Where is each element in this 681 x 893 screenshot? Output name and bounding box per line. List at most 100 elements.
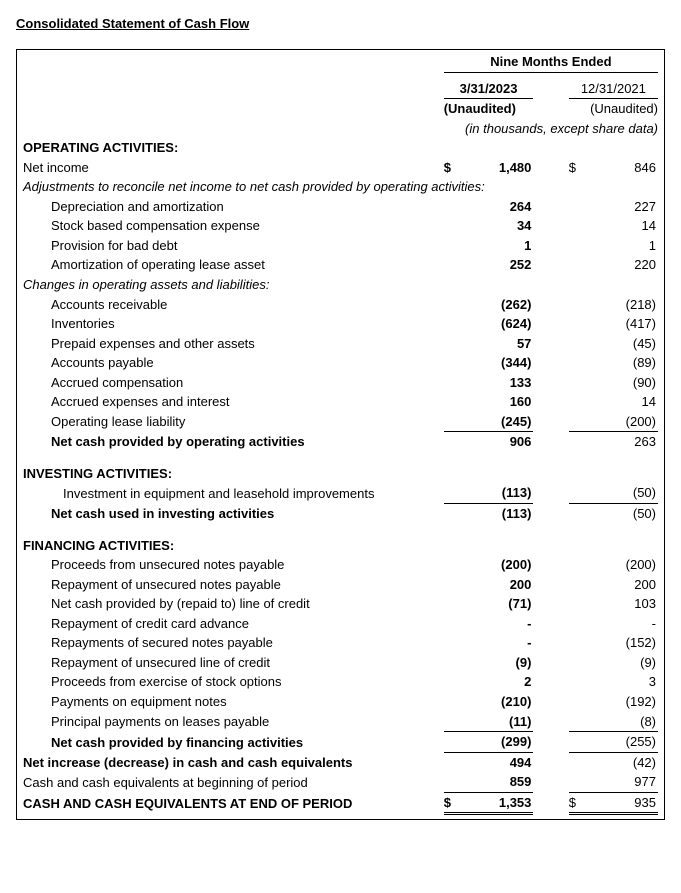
investing-label: INVESTING ACTIVITIES:: [23, 464, 444, 484]
table-row: Prepaid expenses and other assets 57 (45…: [23, 334, 658, 354]
row-c1: 133: [463, 373, 533, 393]
net-financing-c2: (255): [588, 732, 658, 753]
table-row: Proceeds from unsecured notes payable (2…: [23, 555, 658, 575]
row-label: Accounts payable: [23, 353, 444, 373]
net-change-c1: 494: [463, 752, 533, 772]
cash-flow-table: Nine Months Ended 3/31/2023 12/31/2021 (…: [23, 52, 658, 815]
row-c2: (200): [588, 555, 658, 575]
header-units-row: (in thousands, except share data): [23, 119, 658, 139]
net-operating-c2: 263: [588, 432, 658, 452]
header-span-row: Nine Months Ended: [23, 52, 658, 72]
table-row: Stock based compensation expense 34 14: [23, 216, 658, 236]
row-c1: 252: [463, 255, 533, 275]
row-c1: 200: [463, 575, 533, 595]
units-note: (in thousands, except share data): [444, 119, 658, 139]
row-label: Payments on equipment notes: [23, 692, 444, 712]
table-row: Operating lease liability (245) (200): [23, 412, 658, 432]
table-row: Repayment of unsecured notes payable 200…: [23, 575, 658, 595]
period-span-header: Nine Months Ended: [444, 52, 658, 72]
row-c1: (245): [463, 412, 533, 432]
row-c2: (45): [588, 334, 658, 354]
row-c1: -: [463, 633, 533, 653]
row-c1: (624): [463, 314, 533, 334]
net-operating-c1: 906: [463, 432, 533, 452]
operating-label: OPERATING ACTIVITIES:: [23, 138, 444, 158]
row-c2: -: [588, 614, 658, 634]
row-c1: (344): [463, 353, 533, 373]
row-label: Net cash provided by (repaid to) line of…: [23, 594, 444, 614]
net-income-row: Net income $ 1,480 $ 846: [23, 158, 658, 178]
currency-symbol: $: [569, 158, 588, 178]
row-label: Provision for bad debt: [23, 236, 444, 256]
row-c2: 103: [588, 594, 658, 614]
end-cash-label: CASH AND CASH EQUIVALENTS AT END OF PERI…: [23, 792, 444, 814]
row-c1: 160: [463, 392, 533, 412]
net-operating-row: Net cash provided by operating activitie…: [23, 432, 658, 452]
row-c2: 14: [588, 392, 658, 412]
begin-cash-row: Cash and cash equivalents at beginning o…: [23, 772, 658, 792]
row-label: Operating lease liability: [23, 412, 444, 432]
financing-header-row: FINANCING ACTIVITIES:: [23, 536, 658, 556]
row-label: Repayment of unsecured notes payable: [23, 575, 444, 595]
row-label: Accrued expenses and interest: [23, 392, 444, 412]
net-income-label: Net income: [23, 158, 444, 178]
end-cash-c2: 935: [588, 792, 658, 814]
row-c1: 1: [463, 236, 533, 256]
table-row: Accounts receivable (262) (218): [23, 295, 658, 315]
row-c2: 227: [588, 197, 658, 217]
row-c2: 220: [588, 255, 658, 275]
net-investing-c1: (113): [463, 504, 533, 524]
row-c1: (200): [463, 555, 533, 575]
row-c1: 264: [463, 197, 533, 217]
net-income-c2: 846: [588, 158, 658, 178]
row-c2: (50): [588, 483, 658, 503]
row-c1: (262): [463, 295, 533, 315]
end-cash-c1: 1,353: [463, 792, 533, 814]
row-c1: 57: [463, 334, 533, 354]
table-row: Accrued expenses and interest 160 14: [23, 392, 658, 412]
table-row: Amortization of operating lease asset 25…: [23, 255, 658, 275]
net-investing-c2: (50): [588, 504, 658, 524]
row-label: Repayment of credit card advance: [23, 614, 444, 634]
table-row: Repayment of credit card advance - -: [23, 614, 658, 634]
row-label: Proceeds from unsecured notes payable: [23, 555, 444, 575]
table-row: Payments on equipment notes (210) (192): [23, 692, 658, 712]
row-c1: (71): [463, 594, 533, 614]
row-c1: (11): [463, 712, 533, 732]
row-c2: 14: [588, 216, 658, 236]
table-row: Proceeds from exercise of stock options …: [23, 672, 658, 692]
investing-header-row: INVESTING ACTIVITIES:: [23, 464, 658, 484]
row-label: Repayments of secured notes payable: [23, 633, 444, 653]
row-label: Proceeds from exercise of stock options: [23, 672, 444, 692]
row-label: Investment in equipment and leasehold im…: [23, 483, 444, 503]
row-label: Inventories: [23, 314, 444, 334]
row-c1: 2: [463, 672, 533, 692]
currency-symbol: $: [444, 792, 463, 814]
row-label: Accounts receivable: [23, 295, 444, 315]
row-c1: (9): [463, 653, 533, 673]
row-c2: (152): [588, 633, 658, 653]
row-label: Stock based compensation expense: [23, 216, 444, 236]
net-change-c2: (42): [588, 752, 658, 772]
changes-note-row: Changes in operating assets and liabilit…: [23, 275, 658, 295]
currency-symbol: $: [569, 792, 588, 814]
row-label: Prepaid expenses and other assets: [23, 334, 444, 354]
net-operating-label: Net cash provided by operating activitie…: [23, 432, 444, 452]
table-row: Net cash provided by (repaid to) line of…: [23, 594, 658, 614]
net-financing-label: Net cash provided by financing activitie…: [23, 732, 444, 753]
row-c2: (218): [588, 295, 658, 315]
financing-label: FINANCING ACTIVITIES:: [23, 536, 444, 556]
table-row: Provision for bad debt 1 1: [23, 236, 658, 256]
row-c1: (113): [463, 483, 533, 503]
row-c2: (9): [588, 653, 658, 673]
row-label: Repayment of unsecured line of credit: [23, 653, 444, 673]
adjustments-note: Adjustments to reconcile net income to n…: [23, 177, 658, 197]
table-row: Repayment of unsecured line of credit (9…: [23, 653, 658, 673]
table-row: Accrued compensation 133 (90): [23, 373, 658, 393]
begin-cash-c1: 859: [463, 772, 533, 792]
page-title: Consolidated Statement of Cash Flow: [16, 16, 665, 31]
begin-cash-label: Cash and cash equivalents at beginning o…: [23, 772, 444, 792]
row-label: Principal payments on leases payable: [23, 712, 444, 732]
table-row: Inventories (624) (417): [23, 314, 658, 334]
row-label: Amortization of operating lease asset: [23, 255, 444, 275]
